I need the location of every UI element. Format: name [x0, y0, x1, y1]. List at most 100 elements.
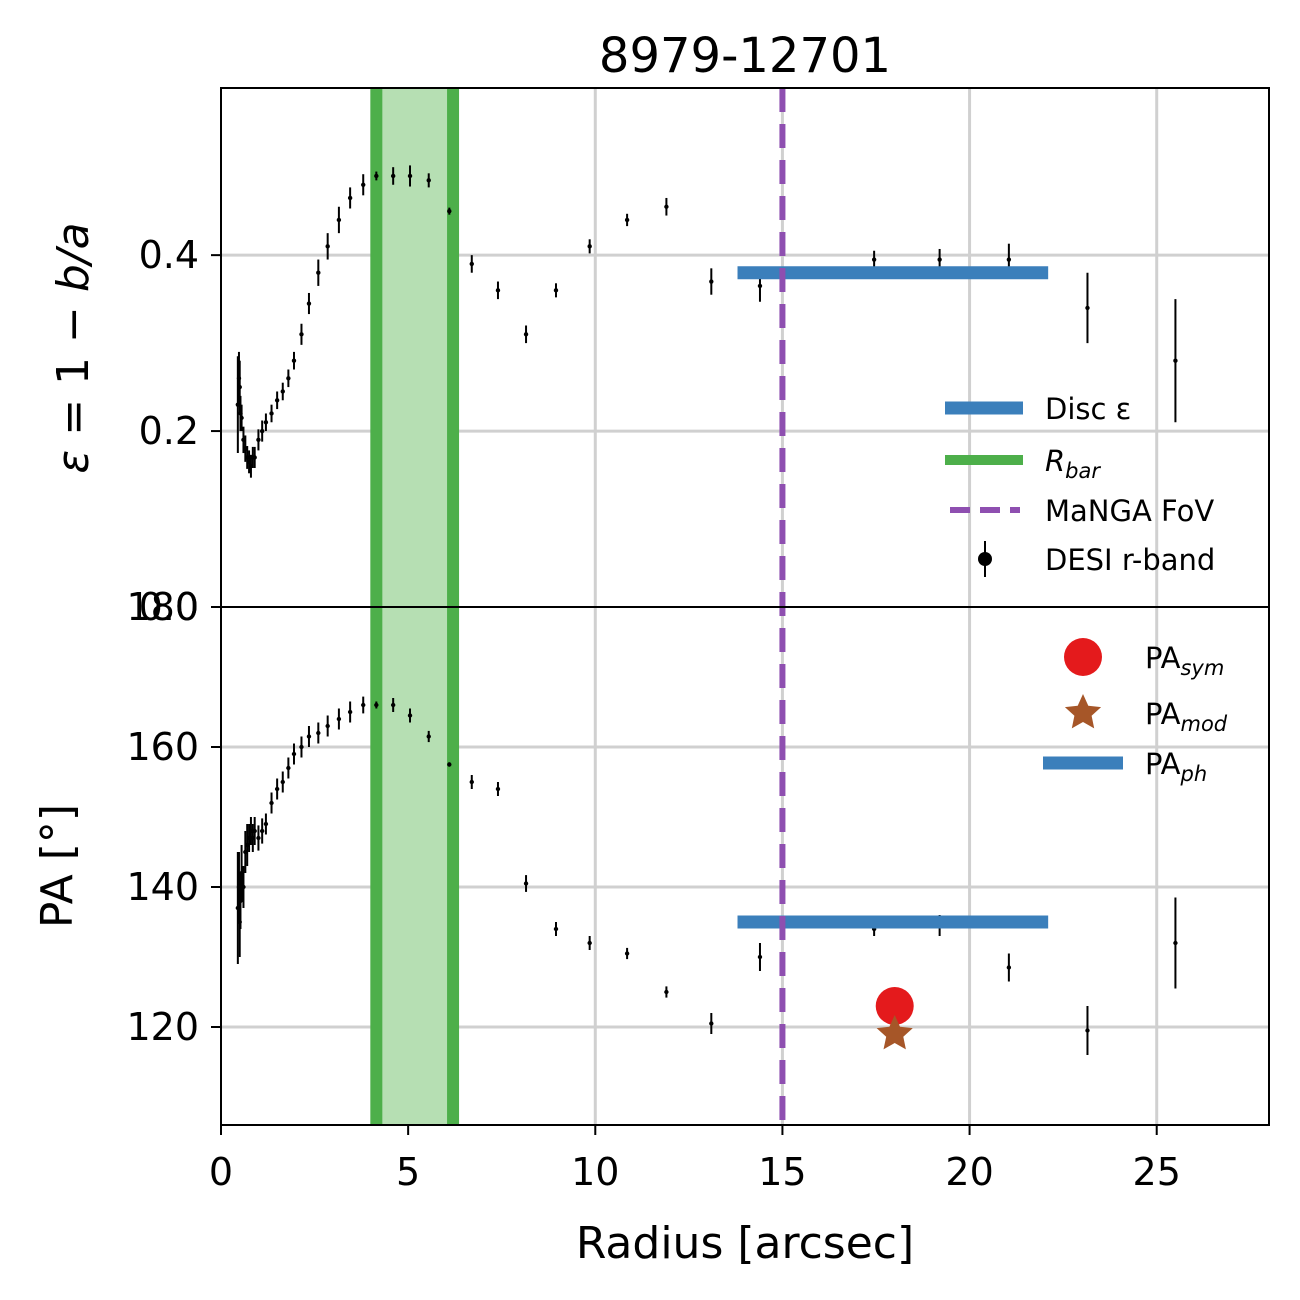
legend-disc-label: Disc ε: [1045, 392, 1131, 426]
pa-point: [664, 989, 669, 995]
pa-point: [469, 779, 474, 785]
ellipticity-point: [269, 411, 274, 416]
pa-point: [587, 940, 592, 946]
ellipticity-point: [374, 173, 379, 179]
bottom-y-tick-label: 160: [126, 725, 199, 769]
ellipticity-point: [263, 420, 269, 425]
pa-point: [269, 800, 274, 806]
ellipticity-point: [291, 358, 297, 363]
legend-sym-label: PAsym: [1145, 641, 1224, 680]
pa-point: [390, 702, 396, 708]
ylabel-eq: = 1 −: [48, 292, 99, 450]
bottom-y-tick-label: 140: [126, 865, 199, 909]
pa-mod-marker: [876, 1015, 913, 1050]
epsilon-symbol: ε: [48, 450, 99, 474]
x-tick-label: 25: [1133, 1150, 1181, 1194]
ellipticity-point: [426, 178, 431, 183]
pa-point: [291, 751, 297, 757]
ellipticity-point: [347, 195, 353, 201]
ellipticity-point: [274, 398, 280, 403]
top-y-axis-label: ε = 1 − b/a: [48, 222, 99, 473]
legend-ph-label: PAph: [1145, 747, 1207, 786]
pa-point: [316, 730, 321, 736]
top-y-tick-label: 0.2: [139, 409, 199, 453]
chart-title: 8979-12701: [599, 28, 891, 84]
pa-point: [757, 954, 763, 960]
overlapping-tick-label: 0.0: [139, 585, 199, 629]
bottom-legend: PAsym PAmod PAph: [1043, 638, 1228, 786]
ellipticity-point: [1173, 358, 1178, 363]
ellipticity-point: [325, 244, 330, 249]
legend-sym-marker: [1064, 638, 1102, 676]
pa-point: [361, 702, 366, 708]
legend-desi-marker: [978, 552, 992, 566]
ellipticity-point: [757, 283, 763, 289]
ellipticity-point: [390, 173, 396, 179]
pa-point: [495, 786, 501, 792]
pa-point: [286, 765, 291, 771]
ellipticity-point: [299, 332, 304, 337]
bottom-series: [235, 696, 1178, 1055]
x-axis-label: Radius [arcsec]: [576, 1218, 914, 1269]
ellipticity-point: [286, 376, 291, 381]
x-tick-label: 15: [758, 1150, 806, 1194]
ellipticity-point: [587, 244, 592, 249]
pa-sym-marker: [875, 987, 914, 1025]
x-tick-label: 0: [209, 1150, 233, 1194]
pa-point: [1173, 940, 1178, 946]
ellipticity-point: [252, 455, 257, 460]
pa-point: [709, 1021, 714, 1026]
ellipticity-point: [336, 217, 342, 223]
bottom-y-tick-label: 120: [126, 1005, 199, 1049]
x-tick-label: 10: [571, 1150, 619, 1194]
ellipticity-point: [469, 261, 474, 267]
legend-fov-label: MaNGA FoV: [1045, 494, 1214, 528]
pa-point: [256, 835, 261, 841]
pa-point: [263, 821, 269, 827]
pa-point: [259, 828, 265, 834]
ellipticity-point: [259, 428, 265, 434]
ellipticity-point: [361, 182, 366, 187]
legend-rbar-label: Rbar: [1045, 444, 1101, 483]
pa-point: [447, 762, 452, 767]
ellipticity-point: [664, 204, 669, 209]
ellipticity-point: [937, 257, 942, 262]
ellipticity-point: [316, 270, 321, 275]
pa-point: [1085, 1028, 1090, 1033]
ellipticity-point: [447, 208, 452, 214]
pa-point: [325, 723, 330, 729]
bottom-axes-frame: [220, 606, 1270, 1126]
pa-point: [523, 881, 529, 886]
ellipticity-point: [280, 389, 285, 394]
top-series: [235, 165, 1178, 478]
ellipticity-point: [553, 288, 559, 293]
bottom-y-tick-label: 180: [126, 585, 199, 629]
bottom-y-axis-label: PA [°]: [32, 804, 83, 928]
ellipticity-point: [237, 384, 242, 390]
ellipticity-point: [256, 437, 261, 443]
pa-point: [252, 828, 257, 834]
ellipticity-point: [523, 332, 529, 337]
ellipticity-point: [239, 415, 244, 421]
pa-point: [374, 702, 379, 708]
ellipticity-point: [306, 301, 312, 306]
pa-point: [347, 709, 353, 715]
ylabel-ba: b/a: [48, 222, 99, 292]
x-tick-label: 5: [396, 1150, 420, 1194]
pa-point: [624, 951, 630, 956]
pa-point: [280, 779, 285, 785]
pa-point: [426, 734, 431, 739]
x-tick-label: 20: [945, 1150, 993, 1194]
ellipticity-point: [871, 257, 877, 262]
ellipticity-point: [624, 217, 630, 223]
pa-point: [306, 734, 312, 739]
ellipticity-point: [407, 173, 413, 179]
legend-mod-marker: [1064, 694, 1102, 729]
pa-point: [274, 786, 280, 792]
ellipticity-point: [709, 279, 714, 284]
pa-point: [1006, 965, 1012, 970]
pa-point: [299, 744, 304, 750]
ellipticity-point: [1006, 257, 1012, 262]
